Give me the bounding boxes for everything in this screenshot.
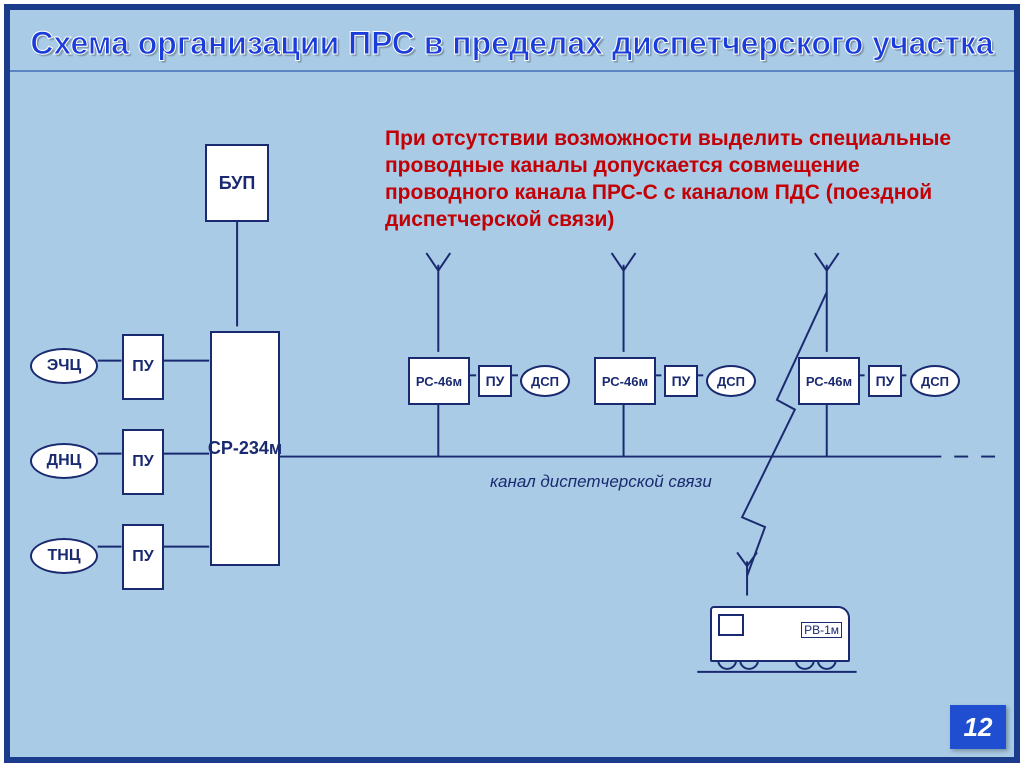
node-rs2-label: РС-46м [602, 374, 648, 389]
node-rs3: РС-46м [798, 357, 860, 405]
train-label: РВ-1м [801, 622, 842, 638]
page-number-text: 12 [964, 712, 993, 743]
node-pu3: ПУ [122, 524, 164, 590]
train-body: РВ-1м [710, 606, 850, 662]
node-echc-label: ЭЧЦ [47, 357, 81, 375]
node-pu2: ПУ [122, 429, 164, 495]
node-rs1: РС-46м [408, 357, 470, 405]
node-sr234: СР-234м [210, 331, 280, 566]
node-dnc: ДНЦ [30, 443, 98, 479]
node-rs3-label: РС-46м [806, 374, 852, 389]
node-dsp1-label: ДСП [531, 374, 559, 389]
node-pu5: ПУ [664, 365, 698, 397]
node-dsp3-label: ДСП [921, 374, 949, 389]
node-rs1-label: РС-46м [416, 374, 462, 389]
node-tnc-label: ТНЦ [47, 547, 80, 565]
node-pu1-label: ПУ [132, 358, 153, 376]
node-pu4-label: ПУ [486, 373, 505, 389]
node-pu4: ПУ [478, 365, 512, 397]
slide-frame: Схема организации ПРС в пределах диспетч… [4, 4, 1020, 763]
node-rs2: РС-46м [594, 357, 656, 405]
page-number-badge: 12 [950, 705, 1006, 749]
slide-title: Схема организации ПРС в пределах диспетч… [10, 10, 1014, 70]
diagram-area: При отсутствии возможности выделить спец… [10, 116, 1014, 757]
node-pu3-label: ПУ [132, 548, 153, 566]
node-pu6: ПУ [868, 365, 902, 397]
node-echc: ЭЧЦ [30, 348, 98, 384]
node-bup: БУП [205, 144, 269, 222]
node-pu5-label: ПУ [672, 373, 691, 389]
node-dsp2-label: ДСП [717, 374, 745, 389]
node-pu6-label: ПУ [876, 373, 895, 389]
node-dsp2: ДСП [706, 365, 756, 397]
node-sr234-label: СР-234м [208, 438, 282, 459]
train-window [718, 614, 744, 636]
node-bup-label: БУП [219, 173, 256, 194]
node-pu2-label: ПУ [132, 453, 153, 471]
node-dnc-label: ДНЦ [47, 452, 82, 470]
title-underline [10, 70, 1014, 72]
node-dsp3: ДСП [910, 365, 960, 397]
node-dsp1: ДСП [520, 365, 570, 397]
node-tnc: ТНЦ [30, 538, 98, 574]
channel-label: канал диспетчерской связи [490, 472, 712, 492]
note-text: При отсутствии возможности выделить спец… [385, 126, 965, 234]
node-pu1: ПУ [122, 334, 164, 400]
